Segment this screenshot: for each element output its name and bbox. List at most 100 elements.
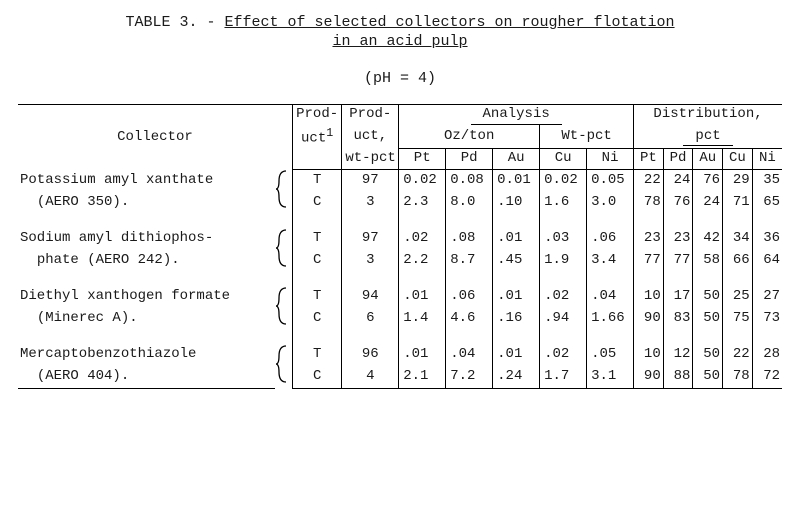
cell: 66 [723, 250, 753, 272]
cell: .24 [493, 366, 540, 389]
brace-icon [275, 228, 292, 272]
cell: 50 [693, 344, 723, 366]
cell: 0.02 [540, 169, 587, 192]
cell: 29 [723, 169, 753, 192]
caption-line2: in an acid pulp [332, 33, 467, 50]
collector-name: phate (AERO 242). [18, 250, 275, 272]
hdr-product2-c: wt-pct [342, 149, 399, 170]
hdr-collector: Collector [18, 105, 292, 170]
cell: 27 [752, 286, 782, 308]
cell: 12 [663, 344, 693, 366]
cell: 2.3 [399, 192, 446, 214]
hdr-distribution-b: pct [634, 125, 782, 149]
cell: 2.1 [399, 366, 446, 389]
hdr-d-ni: Ni [752, 149, 782, 170]
cell: .16 [493, 308, 540, 330]
cell: 58 [693, 250, 723, 272]
product-code: T [292, 344, 341, 366]
cell: .01 [399, 286, 446, 308]
cell: 10 [634, 344, 664, 366]
data-table: Collector Prod- Prod- Analysis Distribut… [18, 104, 782, 389]
hdr-product2-b: uct, [342, 125, 399, 149]
cell: 0.01 [493, 169, 540, 192]
cell: 10 [634, 286, 664, 308]
cell: 1.9 [540, 250, 587, 272]
cell: 65 [752, 192, 782, 214]
cell: 90 [634, 366, 664, 389]
hdr-d-au: Au [693, 149, 723, 170]
product-code: T [292, 169, 341, 192]
collector-name: Sodium amyl dithiophos- [18, 228, 275, 250]
cell: 3 [342, 250, 399, 272]
table-body: Potassium amyl xanthate T 97 0.02 0.08 0… [18, 169, 782, 388]
cell: 76 [693, 169, 723, 192]
collector-name: Mercaptobenzothiazole [18, 344, 275, 366]
cell: 0.02 [399, 169, 446, 192]
cell: 97 [342, 228, 399, 250]
cell: 8.7 [446, 250, 493, 272]
table-row: (Minerec A). C 6 1.4 4.6 .16 .94 1.66 90… [18, 308, 782, 330]
cell: 3 [342, 192, 399, 214]
collector-name: (Minerec A). [18, 308, 275, 330]
cell: 64 [752, 250, 782, 272]
group-spacer [18, 214, 782, 228]
cell: 96 [342, 344, 399, 366]
table-row: Mercaptobenzothiazole T 96 .01 .04 .01 .… [18, 344, 782, 366]
cell: 7.2 [446, 366, 493, 389]
cell: 78 [723, 366, 753, 389]
cell: 6 [342, 308, 399, 330]
product-code: C [292, 366, 341, 389]
cell: 1.66 [587, 308, 634, 330]
cell: 36 [752, 228, 782, 250]
cell: 0.05 [587, 169, 634, 192]
cell: .01 [493, 344, 540, 366]
hdr-d-pt: Pt [634, 149, 664, 170]
hdr-d-pd: Pd [663, 149, 693, 170]
cell: 4.6 [446, 308, 493, 330]
cell: .94 [540, 308, 587, 330]
table-row: (AERO 404). C 4 2.1 7.2 .24 1.7 3.1 90 8… [18, 366, 782, 389]
cell: .02 [540, 286, 587, 308]
cell: 1.7 [540, 366, 587, 389]
product-code: T [292, 228, 341, 250]
product-code: C [292, 308, 341, 330]
cell: .10 [493, 192, 540, 214]
cell: 94 [342, 286, 399, 308]
cell: 88 [663, 366, 693, 389]
hdr-distribution-a: Distribution, [634, 105, 782, 125]
cell: 24 [663, 169, 693, 192]
table-row: (AERO 350). C 3 2.3 8.0 .10 1.6 3.0 78 7… [18, 192, 782, 214]
cell: 4 [342, 366, 399, 389]
collector-name: Diethyl xanthogen formate [18, 286, 275, 308]
cell: .08 [446, 228, 493, 250]
cell: 3.4 [587, 250, 634, 272]
group-spacer [18, 330, 782, 344]
cell: .01 [493, 286, 540, 308]
cell: 1.6 [540, 192, 587, 214]
product-code: C [292, 192, 341, 214]
hdr-product1-blank [292, 149, 341, 170]
cell: 0.08 [446, 169, 493, 192]
cell: .03 [540, 228, 587, 250]
cell: 35 [752, 169, 782, 192]
table-row: phate (AERO 242). C 3 2.2 8.7 .45 1.9 3.… [18, 250, 782, 272]
cell: 28 [752, 344, 782, 366]
hdr-wt-cu: Cu [540, 149, 587, 170]
cell: .45 [493, 250, 540, 272]
table-row: Diethyl xanthogen formate T 94 .01 .06 .… [18, 286, 782, 308]
cell: 34 [723, 228, 753, 250]
hdr-d-cu: Cu [723, 149, 753, 170]
cell: 76 [663, 192, 693, 214]
cell: .06 [587, 228, 634, 250]
cell: 17 [663, 286, 693, 308]
brace-icon [275, 286, 292, 330]
group-spacer [18, 272, 782, 286]
hdr-wtpct: Wt-pct [540, 125, 634, 149]
cell: 23 [663, 228, 693, 250]
cell: .01 [493, 228, 540, 250]
cell: 75 [723, 308, 753, 330]
cell: .04 [446, 344, 493, 366]
product-code: C [292, 250, 341, 272]
collector-name: (AERO 350). [18, 192, 275, 214]
cell: 8.0 [446, 192, 493, 214]
